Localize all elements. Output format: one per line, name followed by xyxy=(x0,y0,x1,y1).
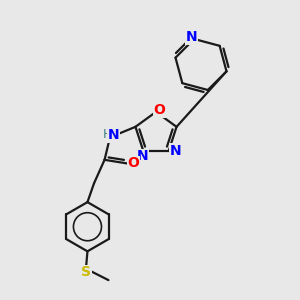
Text: H: H xyxy=(102,128,112,141)
Text: S: S xyxy=(81,265,91,279)
Text: N: N xyxy=(186,31,198,44)
Text: N: N xyxy=(137,149,148,164)
Text: O: O xyxy=(154,103,166,117)
Text: N: N xyxy=(108,128,119,142)
Text: N: N xyxy=(169,144,181,158)
Text: O: O xyxy=(128,156,140,170)
